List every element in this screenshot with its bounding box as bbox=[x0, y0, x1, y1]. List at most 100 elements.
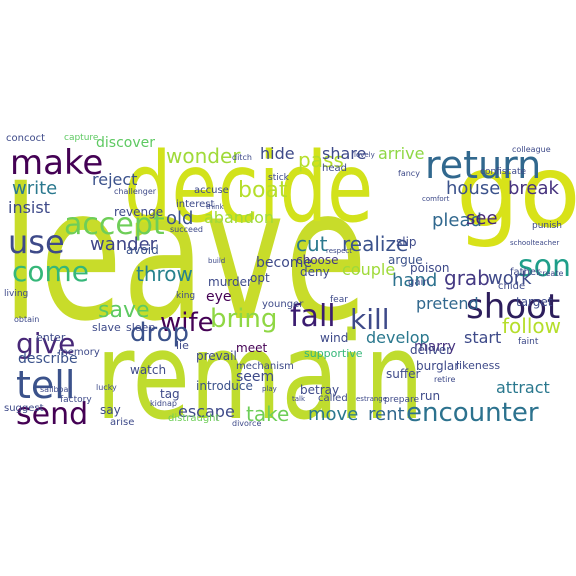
word-obtain: obtain bbox=[14, 315, 40, 324]
word-father: father bbox=[510, 267, 541, 278]
word-confiscate: confiscate bbox=[480, 167, 527, 177]
word-avoid: avoid bbox=[126, 243, 159, 257]
word-opt: opt bbox=[250, 271, 270, 285]
word-work: work bbox=[488, 268, 532, 289]
word-break: break bbox=[508, 178, 559, 199]
word-capture: capture bbox=[64, 133, 99, 143]
word-meet: meet bbox=[236, 341, 268, 355]
word-decide: decide bbox=[124, 132, 374, 244]
word-watch: watch bbox=[130, 363, 167, 377]
word-old: old bbox=[166, 208, 194, 229]
word-called: called bbox=[318, 393, 348, 404]
word-attract: attract bbox=[496, 378, 550, 397]
word-factory: factory bbox=[60, 395, 92, 405]
word-sailboat: sailboat bbox=[40, 385, 72, 394]
word-give: give bbox=[16, 327, 76, 360]
word-king: king bbox=[176, 291, 196, 301]
word-house: house bbox=[446, 178, 501, 199]
word-betray: betray bbox=[300, 383, 340, 397]
word-remain: remain bbox=[96, 308, 424, 447]
word-wife: wife bbox=[160, 308, 214, 338]
word-follow: follow bbox=[502, 314, 561, 338]
word-send: send bbox=[16, 397, 89, 432]
word-gain: gain bbox=[408, 277, 430, 288]
word-revenge: revenge bbox=[114, 205, 164, 219]
word-ditch: ditch bbox=[232, 153, 252, 162]
word-kidnap: kidnap bbox=[150, 399, 177, 408]
word-share: share bbox=[322, 144, 367, 163]
word-head: head bbox=[322, 163, 347, 174]
word-argue: argue bbox=[388, 253, 423, 267]
word-schoolteacher: schoolteacher bbox=[510, 239, 560, 247]
word-retire: retire bbox=[434, 375, 456, 384]
word-hand: hand bbox=[392, 270, 438, 291]
word-describe: describe bbox=[18, 351, 78, 367]
word-suggest: suggest bbox=[4, 403, 44, 414]
word-hide: hide bbox=[260, 144, 295, 163]
word-fall: fall bbox=[290, 299, 336, 334]
word-build: build bbox=[208, 257, 226, 265]
word-think: think bbox=[206, 203, 224, 211]
word-mechanism: mechanism bbox=[236, 361, 294, 372]
word-reject: reject bbox=[92, 170, 138, 189]
word-lucky: lucky bbox=[96, 383, 117, 392]
word-divorce: divorce bbox=[232, 419, 262, 428]
word-couple: couple bbox=[342, 260, 396, 279]
word-lie: lie bbox=[176, 339, 189, 352]
word-pass: pass bbox=[298, 148, 344, 172]
word-wind: wind bbox=[320, 331, 349, 345]
word-likeness: likeness bbox=[456, 359, 501, 372]
word-escape: escape bbox=[178, 402, 235, 421]
word-use: use bbox=[8, 223, 65, 261]
word-bring: bring bbox=[210, 304, 278, 334]
word-choose: choose bbox=[296, 253, 339, 267]
word-memory: memory bbox=[58, 347, 100, 358]
word-develop: develop bbox=[366, 328, 430, 347]
word-talk: talk bbox=[292, 395, 306, 403]
word-accuse: accuse bbox=[194, 185, 229, 196]
word-estrange: estrange bbox=[356, 395, 388, 403]
word-throw: throw bbox=[136, 262, 193, 286]
word-respect: respect bbox=[326, 247, 353, 255]
word-faint: faint bbox=[518, 337, 539, 347]
word-tell: tell bbox=[16, 363, 76, 407]
word-slip: slip bbox=[396, 235, 417, 249]
word-run: run bbox=[420, 389, 441, 403]
word-eye: eye bbox=[206, 289, 232, 305]
word-rent: rent bbox=[368, 404, 405, 425]
word-leave: leave bbox=[2, 149, 368, 361]
word-fancy: fancy bbox=[398, 169, 420, 178]
word-lovely: lovely bbox=[354, 151, 375, 159]
word-target: target bbox=[516, 295, 553, 309]
word-arrive: arrive bbox=[378, 144, 425, 163]
word-become: become bbox=[256, 255, 313, 271]
word-wonder: wonder bbox=[166, 144, 241, 168]
word-go: go bbox=[456, 133, 576, 250]
word-marry: marry bbox=[414, 339, 456, 355]
word-murder: murder bbox=[208, 275, 252, 289]
word-accept: accept bbox=[64, 207, 165, 242]
word-introduce: introduce bbox=[196, 379, 253, 393]
word-colleague: colleague bbox=[512, 145, 551, 154]
word-shoot: shoot bbox=[466, 287, 561, 327]
word-abandon: abandon bbox=[204, 208, 274, 227]
word-plead: plead bbox=[432, 210, 482, 231]
word-discover: discover bbox=[96, 135, 155, 151]
word-fear: fear bbox=[330, 295, 348, 305]
word-come: come bbox=[12, 255, 90, 288]
word-challenger: challenger bbox=[114, 187, 157, 196]
word-deliver: deliver bbox=[410, 343, 452, 357]
word-create: create bbox=[538, 269, 564, 278]
word-son: son bbox=[518, 249, 571, 284]
word-drop: drop bbox=[130, 318, 190, 348]
word-slave: slave bbox=[92, 321, 121, 334]
word-take: take bbox=[246, 402, 290, 426]
word-succeed: succeed bbox=[170, 225, 203, 234]
word-pretend: pretend bbox=[416, 294, 479, 313]
word-sleep: sleep bbox=[126, 321, 156, 334]
word-save: save bbox=[98, 298, 150, 323]
word-concoct: concoct bbox=[6, 133, 45, 144]
word-supportive: supportive bbox=[304, 347, 363, 360]
word-burglar: burglar bbox=[416, 359, 460, 373]
